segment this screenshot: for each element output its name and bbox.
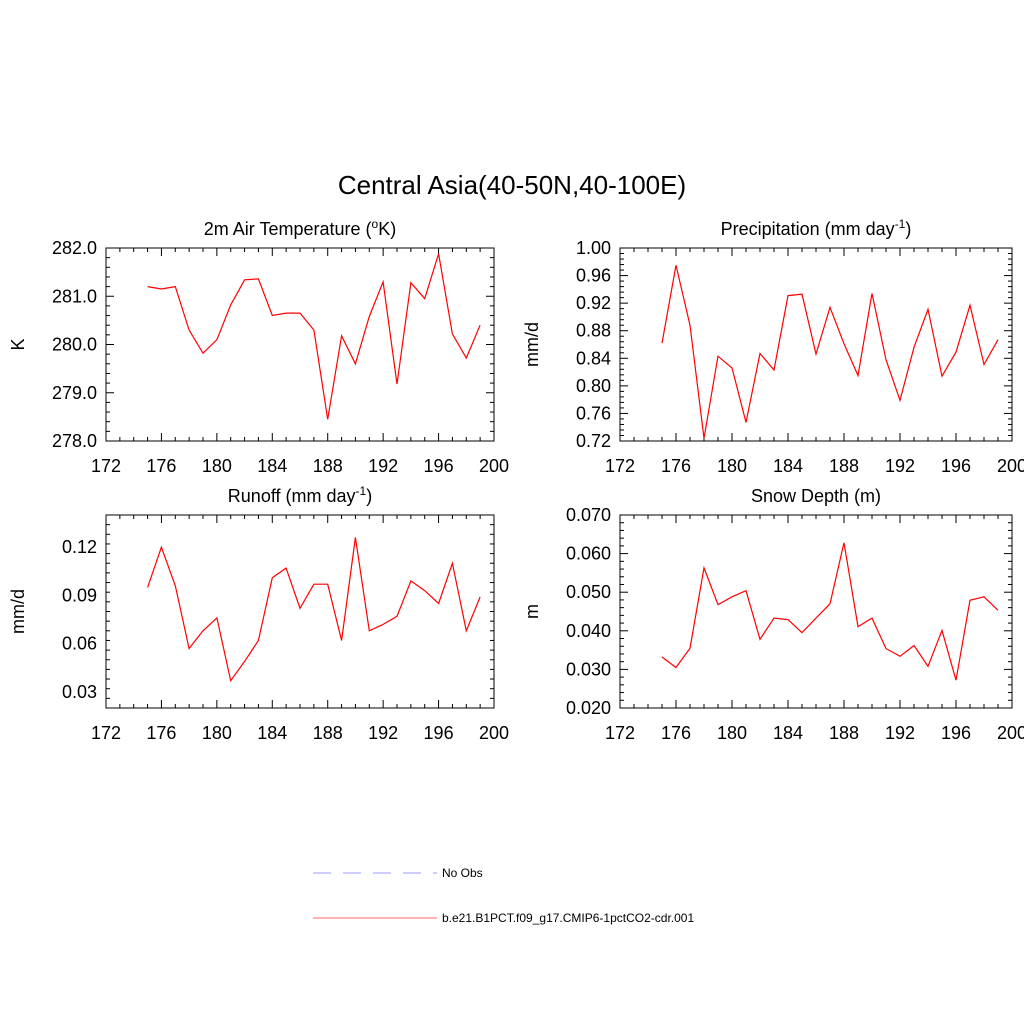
- x-tick-label: 180: [717, 723, 747, 743]
- x-tick-label: 200: [997, 723, 1024, 743]
- y-tick-label: 0.80: [576, 376, 611, 396]
- x-tick-label: 196: [424, 456, 454, 476]
- panel-title-suffix: ): [905, 219, 911, 239]
- plot-frame: [105, 514, 495, 709]
- series-line: [661, 542, 999, 681]
- y-tick-label: 0.040: [566, 621, 611, 641]
- x-tick-label: 192: [885, 456, 915, 476]
- x-tick-label: 176: [146, 456, 176, 476]
- panel-title-suffix: ): [366, 486, 372, 506]
- chart-panel-1: 172 176 180 184 188 192 196 200 278.0 279.0 280.0 2…: [8, 217, 509, 476]
- x-tick-label: 172: [91, 723, 121, 743]
- y-tick-label: 280.0: [52, 335, 97, 355]
- y-tick-label: 0.06: [62, 634, 97, 654]
- x-tick-label: 200: [479, 723, 509, 743]
- series-line: [147, 537, 481, 683]
- x-tick-label: 172: [91, 456, 121, 476]
- panel-title-text: Runoff (mm day: [228, 486, 356, 506]
- y-tick-label: 278.0: [52, 431, 97, 451]
- x-tick-label: 188: [829, 723, 859, 743]
- y-tick-label: 282.0: [52, 238, 97, 258]
- figure-title: Central Asia(40-50N,40-100E): [338, 170, 686, 200]
- legend: No Obs b.e21.B1PCT.f09_g17.CMIP6-1pctCO2-…: [313, 866, 694, 925]
- x-tick-label: 180: [202, 723, 232, 743]
- y-axis-label: mm/d: [8, 589, 28, 634]
- x-tick-label: 176: [661, 723, 691, 743]
- panel-title-superscript: o: [372, 217, 379, 231]
- panel-title-text: Precipitation (mm day: [721, 219, 895, 239]
- panel-title: Precipitation (mm day-1): [721, 217, 912, 239]
- y-tick-label: 0.92: [576, 293, 611, 313]
- x-tick-label: 188: [313, 723, 343, 743]
- x-tick-label: 196: [941, 723, 971, 743]
- x-tick-label: 192: [368, 456, 398, 476]
- panel-title-superscript: -1: [895, 217, 906, 231]
- y-tick-label: 0.72: [576, 431, 611, 451]
- y-tick-label: 0.84: [576, 348, 611, 368]
- y-axis-label: m: [522, 604, 542, 619]
- y-tick-label: 0.020: [566, 698, 611, 718]
- x-tick-label: 196: [424, 723, 454, 743]
- y-tick-label: 1.00: [576, 238, 611, 258]
- x-tick-label: 188: [313, 456, 343, 476]
- series-line: [661, 265, 999, 439]
- plot-frame: [619, 514, 1013, 709]
- y-tick-label: 279.0: [52, 383, 97, 403]
- y-tick-label: 0.12: [62, 537, 97, 557]
- panel-title: 2m Air Temperature (oK): [204, 217, 396, 239]
- y-tick-label: 0.76: [576, 403, 611, 423]
- y-tick-label: 0.09: [62, 585, 97, 605]
- chart-panels: 172 176 180 184 188 192 196 200 278.0 279.0 280.0 2…: [8, 217, 1024, 743]
- x-tick-label: 192: [885, 723, 915, 743]
- x-tick-label: 188: [829, 456, 859, 476]
- y-tick-label: 0.96: [576, 266, 611, 286]
- x-tick-label: 176: [146, 723, 176, 743]
- y-tick-label: 0.060: [566, 544, 611, 564]
- chart-panel-3: 172 176 180 184 188 192 196 200 0.03 0.06 0.09 0.12…: [8, 484, 509, 743]
- chart-panel-4: 172 176 180 184 188 192 196 200 0.020 0.030 0.040 0…: [522, 486, 1024, 743]
- x-tick-label: 172: [605, 456, 635, 476]
- series-line: [147, 253, 481, 420]
- y-tick-label: 0.030: [566, 659, 611, 679]
- panel-title: Snow Depth (m): [751, 486, 881, 506]
- y-tick-label: 0.88: [576, 321, 611, 341]
- y-axis-label: mm/d: [522, 322, 542, 367]
- y-tick-label: 0.070: [566, 505, 611, 525]
- x-tick-label: 176: [661, 456, 691, 476]
- panel-title-suffix: K): [378, 219, 396, 239]
- panel-title: Runoff (mm day-1): [228, 484, 372, 506]
- legend-label: b.e21.B1PCT.f09_g17.CMIP6-1pctCO2-cdr.00…: [442, 911, 694, 925]
- y-tick-label: 0.050: [566, 582, 611, 602]
- y-tick-label: 0.03: [62, 682, 97, 702]
- x-tick-label: 180: [202, 456, 232, 476]
- panel-title-text: Snow Depth (m): [751, 486, 881, 506]
- x-tick-label: 184: [773, 723, 803, 743]
- x-tick-label: 184: [257, 723, 287, 743]
- plot-frame: [105, 247, 495, 442]
- panel-title-text: 2m Air Temperature (: [204, 219, 372, 239]
- x-tick-label: 200: [997, 456, 1024, 476]
- y-tick-label: 281.0: [52, 286, 97, 306]
- legend-label: No Obs: [442, 866, 483, 880]
- x-tick-label: 196: [941, 456, 971, 476]
- x-tick-label: 184: [773, 456, 803, 476]
- x-tick-label: 200: [479, 456, 509, 476]
- panel-title-superscript: -1: [356, 484, 367, 498]
- x-tick-label: 172: [605, 723, 635, 743]
- y-axis-label: K: [8, 338, 28, 350]
- chart-panel-2: 172 176 180 184 188 192 196 200 0.72 0.76 0.80 0.84…: [522, 217, 1024, 476]
- x-tick-label: 180: [717, 456, 747, 476]
- x-tick-label: 184: [257, 456, 287, 476]
- x-tick-label: 192: [368, 723, 398, 743]
